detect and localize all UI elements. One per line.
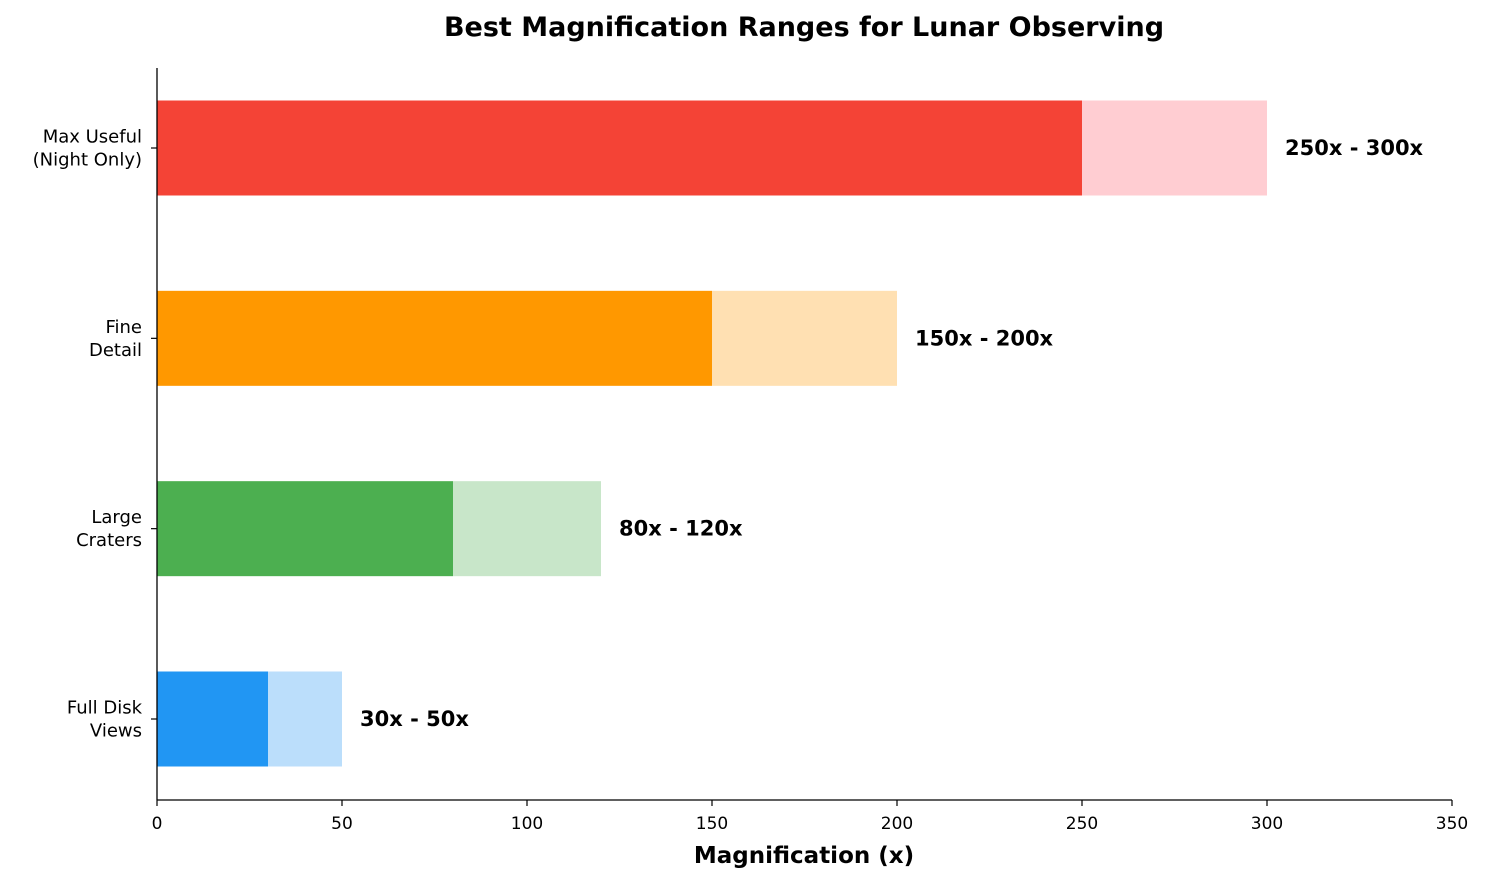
data-label-large-craters: 80x - 120x [619,517,743,541]
x-tick-label: 50 [331,814,353,834]
x-axis-ticks: 0 50 100 150 200 250 300 350 [152,800,1468,834]
chart-title: Best Magnification Ranges for Lunar Obse… [444,12,1164,43]
x-tick-label: 150 [696,814,728,834]
y-tick-label-large-craters: Large Craters [76,507,142,551]
bar-range-full-disk-views [268,671,342,767]
bar-range-fine-detail [712,290,897,386]
y-tick-label-fine-detail: Fine Detail [89,317,142,361]
axes-layer [156,68,1452,801]
x-tick-label: 200 [881,814,913,834]
x-tick-label: 300 [1251,814,1283,834]
x-axis-label: Magnification (x) [694,843,914,869]
x-tick-label: 350 [1436,814,1468,834]
x-tick-label: 250 [1066,814,1098,834]
bar-core-max-useful-night-only [157,100,1082,196]
data-label-full-disk-views: 30x - 50x [360,707,469,731]
bars-layer [157,100,1267,767]
bar-core-full-disk-views [157,671,268,767]
data-label-fine-detail: 150x - 200x [915,326,1054,350]
data-label-max-useful-night-only: 250x - 300x [1285,136,1424,160]
y-tick-label-max-useful-night-only: Max Useful (Night Only) [33,127,142,171]
x-tick-label: 0 [152,814,163,834]
y-axis-ticks: Full Disk Views Large Craters Fine Detail Max … [33,127,157,742]
data-labels: 30x - 50x 80x - 120x 150x - 200x 250x - 300… [360,136,1424,731]
bar-range-large-craters [453,481,601,577]
x-tick-label: 100 [511,814,543,834]
y-tick-label-full-disk-views: Full Disk Views [67,698,143,742]
bar-range-max-useful-night-only [1082,100,1267,196]
bar-core-large-craters [157,481,453,577]
bar-core-fine-detail [157,290,712,386]
